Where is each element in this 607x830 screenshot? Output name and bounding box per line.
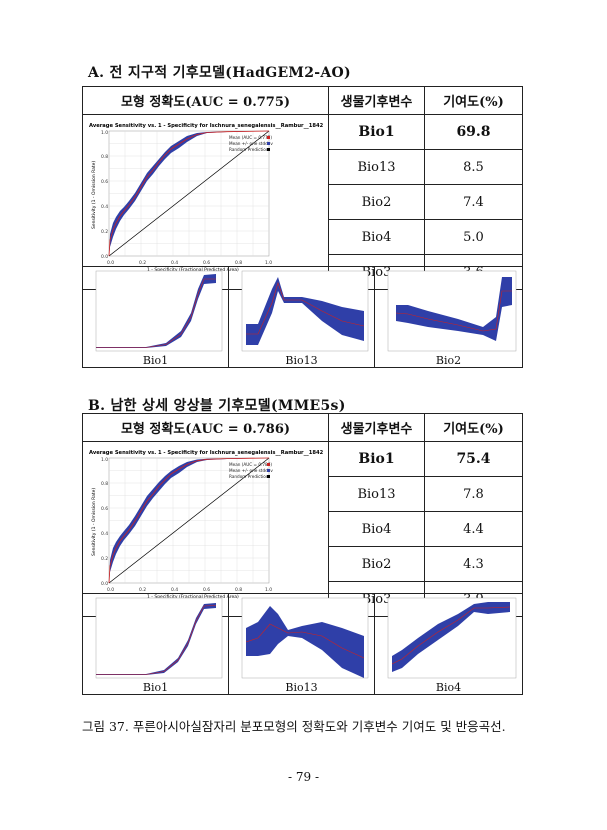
var-name-1: Bio1 <box>328 441 425 477</box>
curve-label-2: Bio13 <box>285 681 318 694</box>
svg-text:0.6: 0.6 <box>203 587 210 593</box>
svg-text:0.6: 0.6 <box>101 506 108 512</box>
roc-plot-cell: Average Sensitivity vs. 1 - Specificity … <box>82 441 329 617</box>
curve-cell-3: Bio2 <box>374 266 523 368</box>
random-prediction-line <box>108 130 270 257</box>
curve-label-1: Bio1 <box>142 354 169 367</box>
curve-cell-1: Bio1 <box>82 593 229 695</box>
svg-text:0.8: 0.8 <box>235 260 242 266</box>
curve-label-3: Bio2 <box>435 354 462 367</box>
var-value-4: 5.0 <box>424 219 523 255</box>
legend-mean: Mean (AUC = 0.775) <box>229 135 272 140</box>
svg-text:0.0: 0.0 <box>101 581 108 587</box>
section-b-table: 모형 정확도(AUC = 0.786) 생물기후변수 기여도(%) Averag… <box>82 413 523 617</box>
svg-text:0.8: 0.8 <box>101 154 108 160</box>
var-value-1: 69.8 <box>424 114 523 150</box>
response-curve-bio1 <box>95 270 223 352</box>
svg-text:0.2: 0.2 <box>139 587 146 593</box>
auc-header: 모형 정확도(AUC = 0.786) <box>82 413 329 442</box>
var-value-2: 8.5 <box>424 149 523 185</box>
var-value-4: 4.3 <box>424 546 523 582</box>
curve-label-2: Bio13 <box>285 354 318 367</box>
roc-title: Average Sensitivity vs. 1 - Specificity … <box>89 450 324 456</box>
section-b-curves: Bio1 Bio13 Bio4 <box>82 593 523 695</box>
var-name-2: Bio13 <box>328 476 425 512</box>
var-name-4: Bio2 <box>328 546 425 582</box>
variable-header: 생물기후변수 <box>328 413 425 442</box>
response-curve-bio13 <box>241 270 369 352</box>
svg-text:0.0: 0.0 <box>107 587 114 593</box>
section-a-title: A. 전 지구적 기후모델(HadGEM2-AO) <box>88 65 351 81</box>
section-a-curves: Bio1 Bio13 Bio2 <box>82 266 523 368</box>
curve-cell-3: Bio4 <box>374 593 523 695</box>
roc-mean-line <box>108 130 270 257</box>
response-curve-bio1 <box>95 597 223 679</box>
svg-text:1.0: 1.0 <box>101 457 108 463</box>
auc-header: 모형 정확도(AUC = 0.775) <box>82 86 329 115</box>
variable-header: 생물기후변수 <box>328 86 425 115</box>
var-name-4: Bio4 <box>328 219 425 255</box>
var-value-1: 75.4 <box>424 441 523 477</box>
svg-text:0.4: 0.4 <box>171 587 178 593</box>
svg-text:0.0: 0.0 <box>107 260 114 266</box>
curve-label-3: Bio4 <box>435 681 462 694</box>
svg-text:0.6: 0.6 <box>101 179 108 185</box>
section-a-table: 모형 정확도(AUC = 0.775) 생물기후변수 기여도(%) Averag… <box>82 86 523 290</box>
response-curve-bio2 <box>387 270 517 352</box>
curve-cell-2: Bio13 <box>228 266 375 368</box>
curve-cell-1: Bio1 <box>82 266 229 368</box>
var-value-3: 7.4 <box>424 184 523 220</box>
roc-chart: Average Sensitivity vs. 1 - Specificity … <box>89 450 324 600</box>
svg-text:0.4: 0.4 <box>101 204 108 210</box>
contribution-header: 기여도(%) <box>424 86 523 115</box>
legend-random: Random Prediction <box>229 147 269 152</box>
svg-text:0.8: 0.8 <box>235 587 242 593</box>
svg-text:0.2: 0.2 <box>139 260 146 266</box>
svg-text:0.4: 0.4 <box>101 531 108 537</box>
var-name-2: Bio13 <box>328 149 425 185</box>
response-curve-bio4 <box>387 597 517 679</box>
random-prediction-line <box>108 457 270 584</box>
roc-plot-cell: Average Sensitivity vs. 1 - Specificity … <box>82 114 329 290</box>
page-number: - 79 - <box>287 770 319 784</box>
legend-stddev: Mean +/- one stddev <box>229 468 273 473</box>
svg-text:1.0: 1.0 <box>101 130 108 136</box>
roc-ylabel: Sensitivity (1 - Omission Rate) <box>91 488 97 556</box>
legend-stddev: Mean +/- one stddev <box>229 141 273 146</box>
svg-text:0.4: 0.4 <box>171 260 178 266</box>
roc-chart: Average Sensitivity vs. 1 - Specificity … <box>89 123 324 273</box>
svg-text:1.0: 1.0 <box>265 587 272 593</box>
svg-text:1.0: 1.0 <box>265 260 272 266</box>
figure-caption: 그림 37. 푸른아시아실잠자리 분포모형의 정확도와 기후변수 기여도 및 반… <box>82 719 506 734</box>
contribution-header: 기여도(%) <box>424 413 523 442</box>
section-b-title: B. 남한 상세 앙상블 기후모델(MME5s) <box>88 398 346 414</box>
var-value-3: 4.4 <box>424 511 523 547</box>
var-name-3: Bio4 <box>328 511 425 547</box>
svg-text:0.0: 0.0 <box>101 254 108 260</box>
svg-text:0.8: 0.8 <box>101 481 108 487</box>
response-curve-bio13 <box>241 597 369 679</box>
svg-text:0.6: 0.6 <box>203 260 210 266</box>
var-name-1: Bio1 <box>328 114 425 150</box>
legend-random: Random Prediction <box>229 474 269 479</box>
svg-text:0.2: 0.2 <box>101 229 108 235</box>
curve-label-1: Bio1 <box>142 681 169 694</box>
var-name-3: Bio2 <box>328 184 425 220</box>
curve-cell-2: Bio13 <box>228 593 375 695</box>
roc-ylabel: Sensitivity (1 - Omission Rate) <box>91 161 97 229</box>
roc-title: Average Sensitivity vs. 1 - Specificity … <box>89 123 324 129</box>
roc-mean-line <box>108 457 270 584</box>
svg-text:0.2: 0.2 <box>101 556 108 562</box>
legend-mean: Mean (AUC = 0.786) <box>229 462 272 467</box>
var-value-2: 7.8 <box>424 476 523 512</box>
